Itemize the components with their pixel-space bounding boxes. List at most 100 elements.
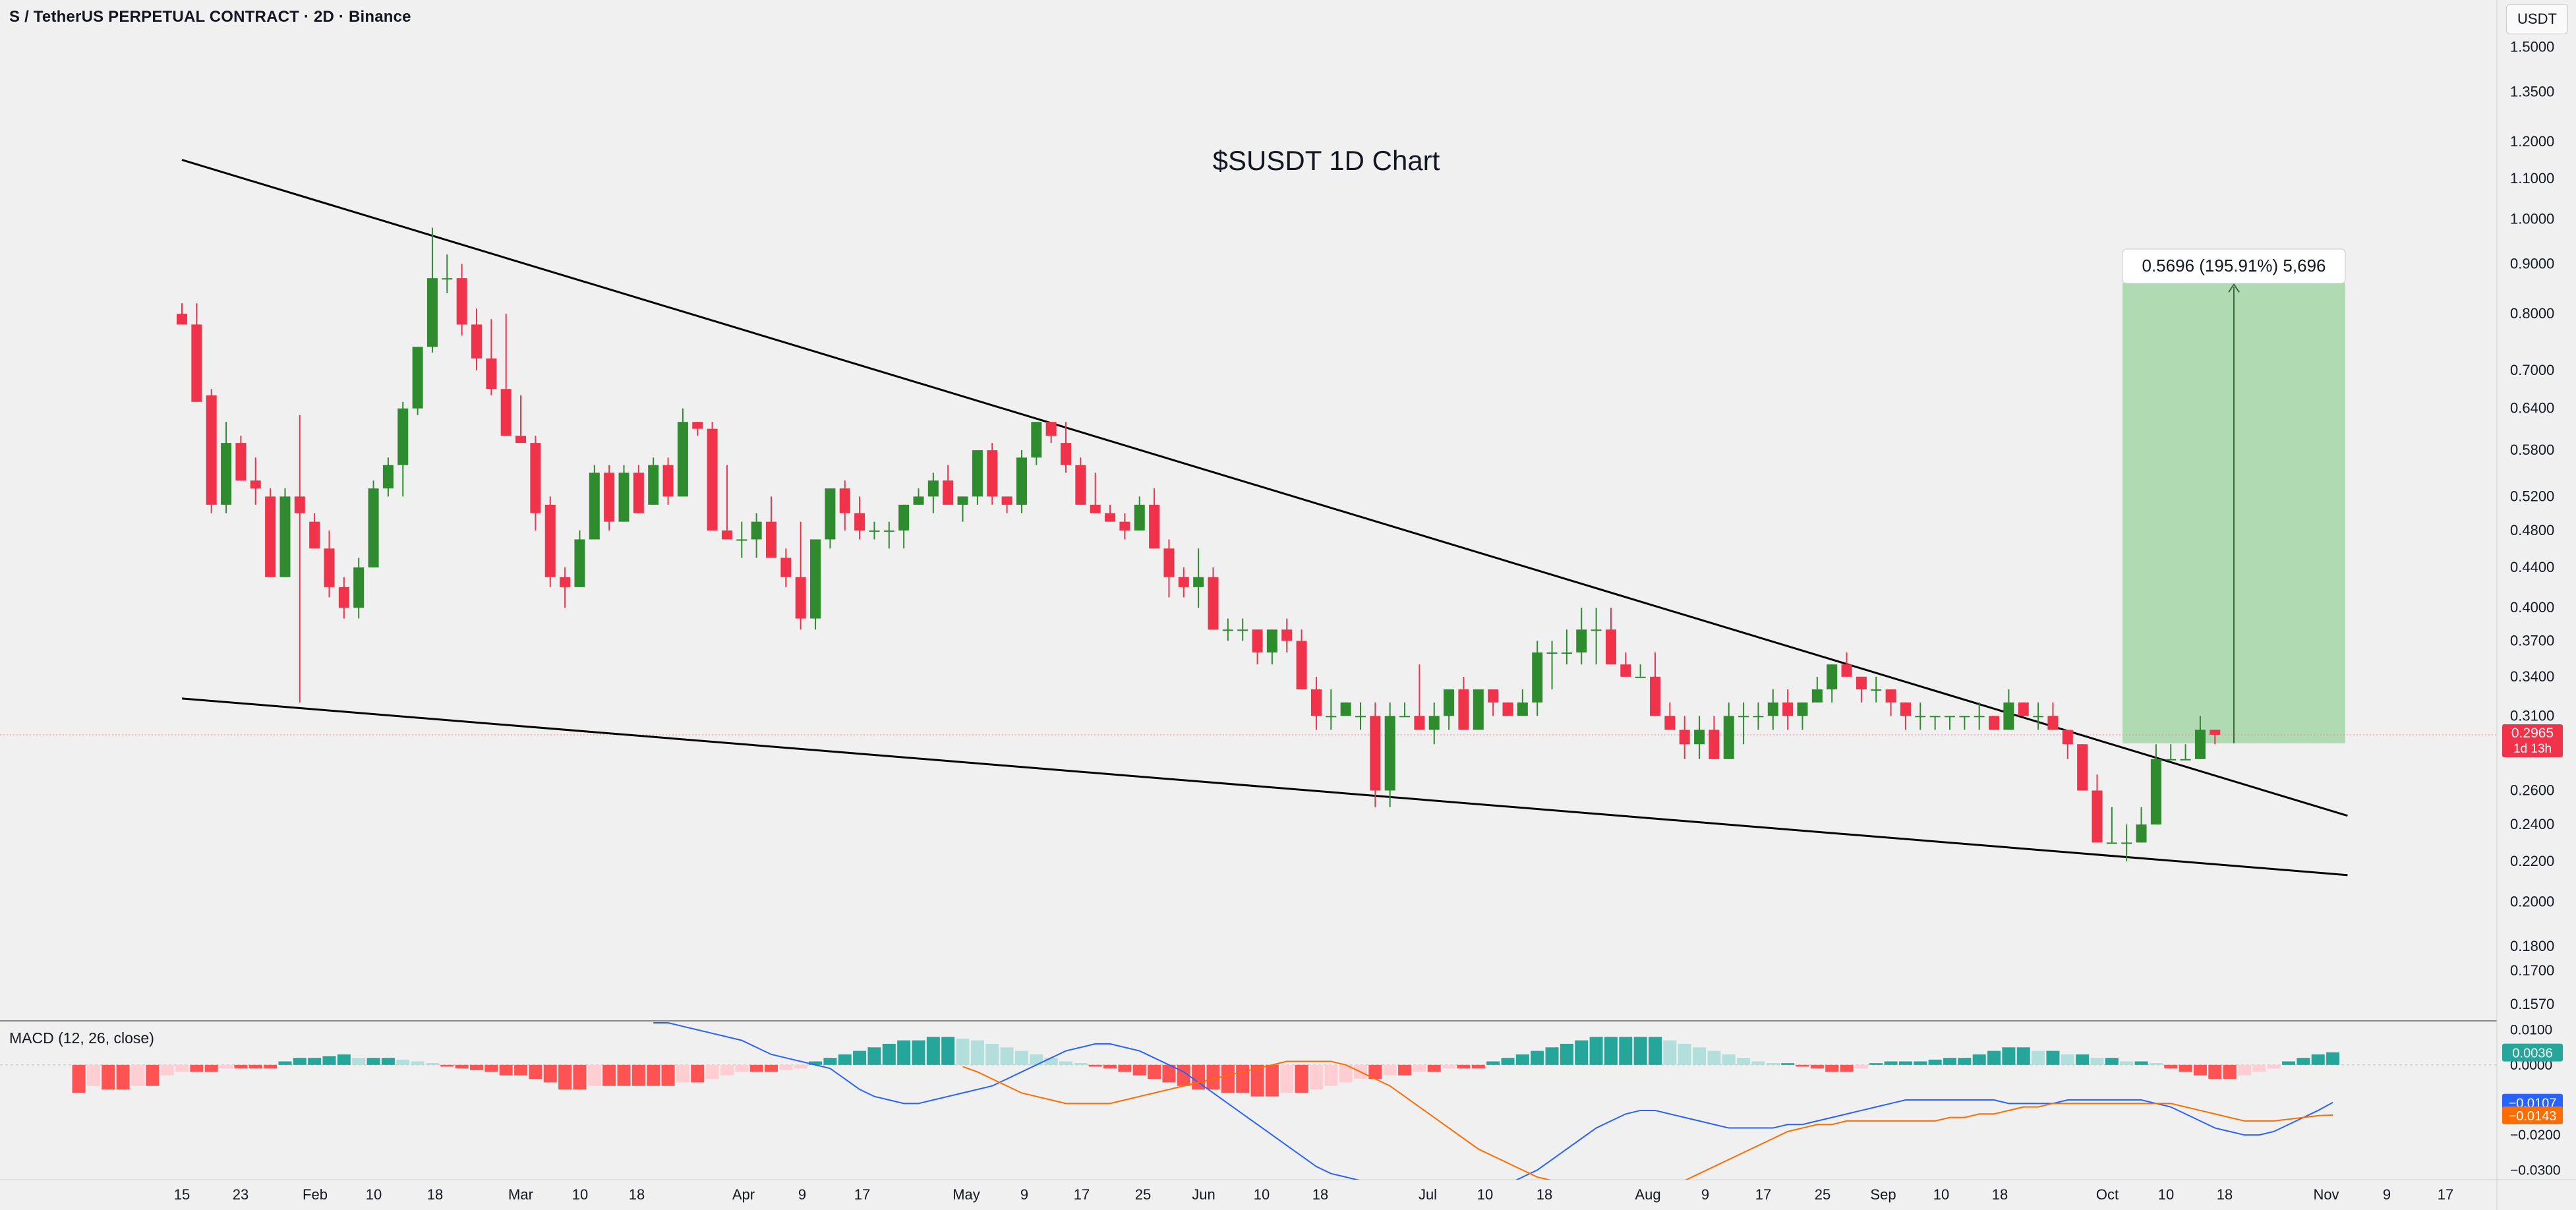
candle: [1915, 716, 1926, 718]
candle: [486, 358, 497, 389]
time-tick-label: Aug: [1635, 1186, 1660, 1203]
macd-histogram-bar: [897, 1040, 911, 1065]
price-tick-label: 0.5800: [2510, 442, 2554, 458]
time-tick-label: 10: [1254, 1186, 1270, 1203]
candle: [1620, 664, 1631, 677]
macd-histogram-bar: [1221, 1064, 1235, 1093]
candle: [2018, 702, 2029, 716]
candle: [1119, 521, 1130, 531]
candle: [677, 422, 688, 497]
macd-histogram-bar: [1693, 1047, 1707, 1065]
macd-histogram-bar: [293, 1058, 307, 1065]
candle: [927, 480, 939, 497]
candle: [618, 473, 629, 522]
candle: [1414, 716, 1425, 730]
candle: [1605, 629, 1616, 665]
macd-histogram-bar: [2002, 1047, 2016, 1065]
macd-histogram-bar: [1250, 1064, 1264, 1097]
price-tick-label: 0.2200: [2510, 853, 2554, 869]
time-tick-label: Sep: [1870, 1186, 1896, 1203]
time-tick-label: Nov: [2313, 1186, 2339, 1203]
price-tick-label: 0.7000: [2510, 362, 2554, 378]
price-tick-label: 0.1800: [2510, 938, 2554, 954]
macd-lines: [653, 1022, 2333, 1180]
histogram-value-badge-label: 0.0036: [2512, 1047, 2552, 1061]
macd-histogram-bar: [1309, 1064, 1323, 1090]
candle: [2033, 716, 2044, 718]
price-tick-label: 0.3700: [2510, 632, 2554, 648]
macd-histogram-bar: [72, 1064, 86, 1093]
candle: [412, 347, 423, 409]
price-tick-label: 0.2600: [2510, 782, 2554, 799]
macd-histogram-bar: [735, 1064, 749, 1072]
time-tick-label: 17: [854, 1186, 870, 1203]
candle: [1679, 730, 1690, 745]
macd-histogram-bar: [1663, 1040, 1677, 1065]
candle: [1222, 629, 1233, 631]
candle: [751, 521, 762, 540]
candle: [2092, 790, 2103, 843]
macd-tick-label: 0.0100: [2510, 1023, 2552, 1038]
candle: [1709, 730, 1720, 759]
candle: [2047, 716, 2059, 730]
macd-histogram-bar: [765, 1064, 778, 1072]
candle: [1885, 689, 1896, 703]
candle: [279, 496, 291, 577]
price-tick-label: 0.2400: [2510, 816, 2554, 832]
symbol-title[interactable]: S / TetherUS PERPETUAL CONTRACT · 2D · B…: [9, 8, 411, 26]
macd-histogram-bar: [1044, 1058, 1058, 1065]
macd-histogram-bar: [2032, 1051, 2045, 1065]
candle: [2106, 842, 2117, 844]
candle: [2165, 759, 2177, 761]
trendline-lower: [181, 697, 2348, 877]
macd-histogram-bar: [1825, 1064, 1839, 1072]
macd-histogram-bar: [809, 1061, 823, 1065]
candle: [1399, 716, 1411, 718]
macd-histogram-bar: [1589, 1037, 1603, 1065]
candle: [1090, 504, 1101, 513]
macd-histogram-bar: [499, 1064, 513, 1076]
macd-histogram-bar: [514, 1064, 528, 1076]
candle: [1045, 422, 1057, 436]
signal-value-badge: [2502, 1106, 2563, 1124]
macd-title[interactable]: MACD (12, 26, close): [9, 1029, 154, 1047]
signal-value-badge-label: −0.0143: [2509, 1109, 2557, 1124]
macd-histogram-bar: [425, 1063, 439, 1065]
time-tick-label: 10: [2158, 1186, 2174, 1203]
price-tick-label: 0.6400: [2510, 400, 2554, 417]
macd-histogram-bar: [970, 1040, 984, 1065]
macd-histogram-bar: [1943, 1058, 1956, 1065]
macd-histogram-bar: [941, 1037, 955, 1065]
candle: [1650, 676, 1660, 716]
macd-histogram-bar: [1737, 1058, 1751, 1065]
macd-histogram-bar: [322, 1056, 336, 1065]
time-tick-label: Oct: [2096, 1186, 2119, 1203]
candle: [721, 530, 732, 540]
macd-histogram-bar: [1722, 1054, 1736, 1065]
candle: [1635, 676, 1646, 678]
candle: [1208, 577, 1219, 630]
macd-histogram-bar: [131, 1064, 144, 1086]
candle: [1105, 513, 1116, 522]
candle: [1444, 689, 1455, 716]
candle: [1340, 702, 1351, 716]
time-tick-label: 18: [1312, 1186, 1328, 1203]
macd-histogram-bar: [676, 1064, 689, 1083]
currency-selector[interactable]: USDT: [2506, 4, 2568, 34]
time-tick-label: 17: [1755, 1186, 1771, 1203]
macd-histogram-bar: [1884, 1061, 1898, 1065]
macd-histogram-bar: [220, 1064, 233, 1069]
candle: [235, 443, 247, 481]
candle: [1428, 716, 1440, 730]
candle: [913, 496, 924, 505]
macd-histogram-bar: [2061, 1054, 2074, 1065]
chart-title: $SUSDT 1D Chart: [1213, 145, 1440, 176]
candle: [324, 548, 335, 587]
candle: [2136, 824, 2147, 843]
candle: [426, 278, 438, 347]
candle: [1811, 689, 1823, 703]
macd-histogram-bar: [2326, 1052, 2340, 1065]
time-tick-label: Mar: [508, 1186, 533, 1203]
candle: [544, 504, 556, 577]
